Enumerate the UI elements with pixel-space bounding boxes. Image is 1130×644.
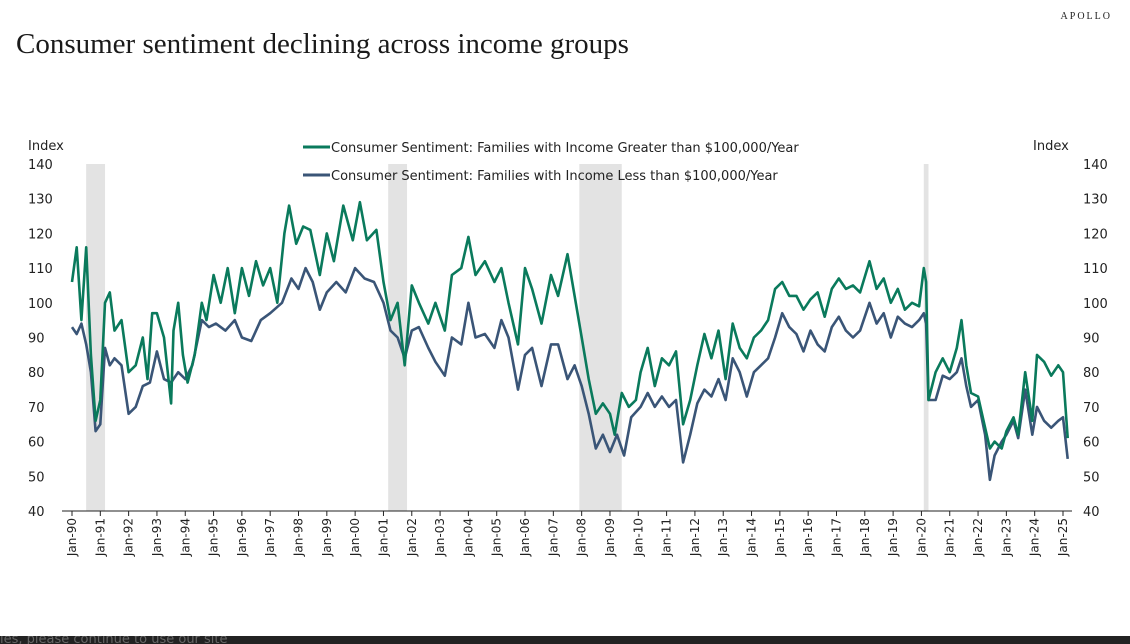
x-tick-label: Jan-14 <box>745 518 759 557</box>
x-tick-label: Jan-90 <box>65 518 79 557</box>
x-tick-label: Jan-03 <box>433 518 447 557</box>
y-tick-label-left: 70 <box>28 401 45 416</box>
legend: Consumer Sentiment: Families with Income… <box>303 141 799 184</box>
x-tick-label: Jan-24 <box>1028 518 1042 557</box>
y-tick-label-right: 110 <box>1083 262 1108 277</box>
x-tick-label: Jan-97 <box>263 518 277 557</box>
line-chart: 40 40 50 50 60 60 70 70 80 80 90 90 100 100 110 110 120 1… <box>28 139 1108 557</box>
legend-label-high: Consumer Sentiment: Families with Income… <box>331 141 799 156</box>
x-tick-label: Jan-21 <box>943 518 957 557</box>
x-tick-label: Jan-94 <box>178 518 192 557</box>
left-axis-label: Index <box>28 139 64 154</box>
y-tick-label-left: 110 <box>28 262 53 277</box>
x-tick-label: Jan-91 <box>93 518 107 557</box>
x-tick-label: Jan-92 <box>122 518 136 557</box>
y-tick-label-left: 60 <box>28 436 45 451</box>
y-tick-label-left: 120 <box>28 227 53 242</box>
x-tick-label: Jan-11 <box>660 518 674 557</box>
x-tick-label: Jan-06 <box>518 518 532 557</box>
right-axis-label: Index <box>1033 139 1069 154</box>
y-tick-label-right: 90 <box>1083 332 1100 347</box>
y-tick-label-right: 100 <box>1083 297 1108 312</box>
x-tick-label: Jan-96 <box>235 518 249 557</box>
legend-label-low: Consumer Sentiment: Families with Income… <box>331 169 778 184</box>
apollo-logo: APOLLO <box>1060 11 1112 22</box>
series-lines <box>70 200 1069 482</box>
x-tick-label: Jan-25 <box>1056 518 1070 557</box>
y-tick-label-right: 70 <box>1083 401 1100 416</box>
x-tick-label: Jan-18 <box>858 518 872 557</box>
x-tick-label: Jan-16 <box>801 518 815 557</box>
x-tick-label: Jan-07 <box>546 518 560 557</box>
x-tick-label: Jan-13 <box>716 518 730 557</box>
y-tick-label-left: 100 <box>28 297 53 312</box>
x-tick-label: Jan-95 <box>207 518 221 557</box>
x-tick-label: Jan-09 <box>603 518 617 557</box>
x-tick-label: Jan-15 <box>773 518 787 557</box>
y-tick-label-left: 50 <box>28 470 45 485</box>
y-tick-label-right: 40 <box>1083 505 1100 520</box>
x-tick-label: Jan-99 <box>320 518 334 557</box>
x-tick-label: Jan-93 <box>150 518 164 557</box>
x-tick-label: Jan-05 <box>490 518 504 557</box>
x-tick-label: Jan-22 <box>971 518 985 557</box>
x-tick-label: Jan-20 <box>914 518 928 557</box>
recession-band <box>579 164 622 511</box>
x-tick-label: Jan-01 <box>376 518 390 557</box>
y-tick-label-left: 40 <box>28 505 45 520</box>
x-tick-label: Jan-10 <box>631 518 645 557</box>
y-tick-label-right: 120 <box>1083 227 1108 242</box>
y-tick-label-left: 80 <box>28 366 45 381</box>
series-line-high-income <box>70 200 1069 450</box>
x-tick-label: Jan-04 <box>461 518 475 557</box>
y-tick-label-left: 140 <box>28 158 53 173</box>
x-tick-label: Jan-23 <box>999 518 1013 557</box>
y-tick-label-right: 60 <box>1083 436 1100 451</box>
x-tick-label: Jan-19 <box>886 518 900 557</box>
y-tick-label-right: 50 <box>1083 470 1100 485</box>
x-tick-label: Jan-08 <box>575 518 589 557</box>
x-tick-label: Jan-12 <box>688 518 702 557</box>
x-tick-label: Jan-00 <box>348 518 362 557</box>
cookie-banner-text: ies, please continue to use our site <box>0 636 228 644</box>
chart-title: Consumer sentiment declining across inco… <box>16 28 629 60</box>
axes: 40 40 50 50 60 60 70 70 80 80 90 90 100 100 110 110 120 1… <box>28 158 1108 557</box>
y-tick-label-right: 130 <box>1083 193 1108 208</box>
x-tick-label: Jan-98 <box>292 518 306 557</box>
x-tick-label: Jan-17 <box>829 518 843 557</box>
y-tick-label-right: 80 <box>1083 366 1100 381</box>
cookie-banner: ies, please continue to use our site <box>0 636 1130 644</box>
y-tick-label-left: 90 <box>28 332 45 347</box>
y-tick-label-left: 130 <box>28 193 53 208</box>
x-tick-label: Jan-02 <box>405 518 419 557</box>
y-tick-label-right: 140 <box>1083 158 1108 173</box>
